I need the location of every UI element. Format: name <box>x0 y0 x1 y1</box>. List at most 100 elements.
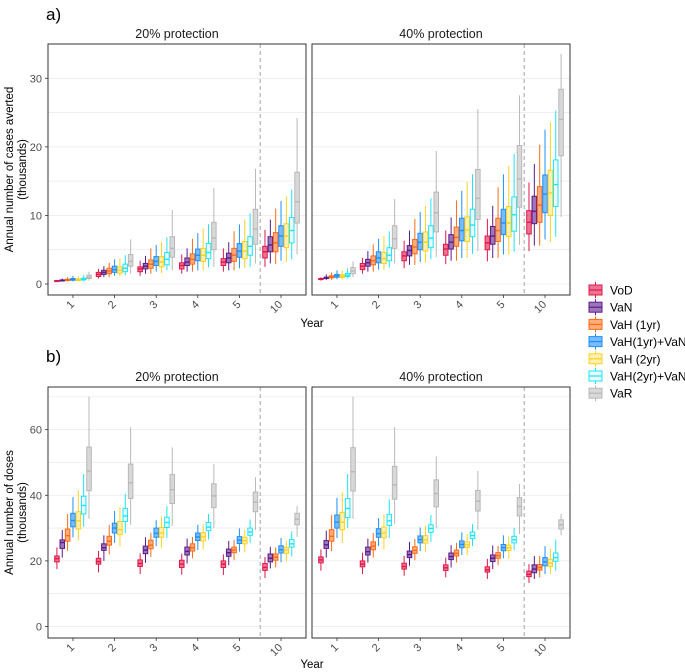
y-tick-label: 0 <box>36 622 42 634</box>
box-vah-2yr--year-4 <box>200 228 206 271</box>
x-axis-title: Year <box>300 659 323 671</box>
legend-item: VaH(2yr)+VaN <box>588 368 685 384</box>
box-vah-2yr--year-1 <box>339 491 346 543</box>
box-vah-2yr--year-5 <box>241 529 248 553</box>
y-tick-label: 20 <box>30 556 42 568</box>
box-background <box>428 225 434 248</box>
x-tick-label: 5 <box>495 299 508 312</box>
box-vah-2yr-van-year-2 <box>122 255 129 276</box>
box-var-year-5 <box>516 484 523 534</box>
y-axis-title-line1: Annual number of doses <box>4 450 16 575</box>
box-vah-1yr--year-4 <box>453 542 460 563</box>
box-vah-2yr--year-10 <box>547 548 554 575</box>
box-vah-1yr--year-5 <box>495 545 501 566</box>
y-axis-title-line2: (thousands) <box>17 139 29 200</box>
box-var-year-3 <box>433 150 440 258</box>
box-van-year-1 <box>323 530 330 558</box>
box-vah-1yr-van-year-1 <box>70 497 76 538</box>
box-iqr <box>391 225 398 249</box>
box-vah-2yr--year-1 <box>339 270 346 280</box>
box-vah-1yr-van-year-2 <box>375 518 382 547</box>
x-tick-label: 10 <box>268 299 285 316</box>
box-vah-2yr--year-5 <box>505 536 512 559</box>
box-vah-2yr-van-year-3 <box>428 198 434 260</box>
box-vah-2yr-van-year-2 <box>122 493 129 534</box>
box-vod-year-3 <box>401 555 407 576</box>
box-vah-1yr--year-2 <box>370 244 377 272</box>
box-var-year-10 <box>294 506 300 537</box>
y-tick-label: 30 <box>30 73 42 85</box>
box-vah-1yr--year-3 <box>148 532 154 557</box>
box-vah-2yr-van-year-4 <box>205 513 212 540</box>
box-vah-2yr-van-year-10 <box>552 110 559 237</box>
box-var-year-1 <box>350 261 356 278</box>
box-vah-2yr-van-year-2 <box>386 231 393 268</box>
box-vah-1yr-van-year-4 <box>459 190 465 258</box>
x-tick-label: 5 <box>231 642 244 655</box>
box-vod-year-4 <box>178 254 185 274</box>
box-vod-year-4 <box>178 553 185 575</box>
box-iqr <box>386 513 393 526</box>
box-vah-1yr--year-1 <box>64 277 71 282</box>
box-vod-year-2 <box>359 552 366 575</box>
box-background <box>206 243 211 259</box>
box-var-year-5 <box>252 477 259 531</box>
box-van-year-5 <box>489 205 496 258</box>
box-vah-1yr-van-year-3 <box>153 244 159 272</box>
box-vah-2yr-van-year-2 <box>386 499 393 538</box>
box-vod-year-10 <box>262 556 268 578</box>
box-var-year-10 <box>294 118 300 255</box>
box-vah-1yr-van-year-10 <box>278 201 284 261</box>
box-vah-2yr--year-4 <box>464 533 470 556</box>
box-var-year-2 <box>127 239 134 274</box>
panel-title: 40% protection <box>399 27 482 41</box>
box-iqr <box>386 247 393 262</box>
box-vah-2yr--year-1 <box>75 490 82 541</box>
box-vah-2yr-van-year-1 <box>344 473 351 529</box>
box-vah-1yr-van-year-10 <box>542 546 548 575</box>
box-van-year-3 <box>142 537 149 563</box>
panel-title: 20% protection <box>135 27 218 41</box>
box-iqr <box>391 465 398 500</box>
box-iqr <box>469 208 476 238</box>
box-var-year-2 <box>391 427 398 524</box>
box-vah-1yr--year-1 <box>328 272 335 280</box>
x-tick-label: 10 <box>532 642 549 659</box>
box-vah-1yr-van-year-2 <box>111 511 118 543</box>
box-iqr <box>516 144 523 208</box>
legend-item: VaH (2yr) <box>588 350 660 367</box>
box-background <box>242 241 248 259</box>
panel-a-right: 40% protection 1 2 3 4 5 10 <box>311 27 571 316</box>
box-vah-1yr-van-year-5 <box>500 535 507 559</box>
legend-item: VaH (1yr) <box>588 316 660 333</box>
box-iqr <box>241 241 248 260</box>
box-vod-year-10 <box>262 229 268 267</box>
x-tick-label: 5 <box>231 299 244 312</box>
y-axis-title: Annual number of doses (thousands) <box>4 450 29 575</box>
box-van-year-2 <box>365 538 371 563</box>
box-vah-2yr-van-year-5 <box>247 213 253 267</box>
panel-border <box>311 43 571 296</box>
legend-item: VoD <box>588 282 633 298</box>
box-var-year-1 <box>86 396 92 519</box>
box-vah-2yr--year-2 <box>381 236 387 271</box>
box-vah-1yr-van-year-4 <box>195 524 201 551</box>
panel-b-left: 20% protection 1 2 3 4 5 10 0 20 40 60 <box>30 370 307 659</box>
box-iqr <box>531 195 538 225</box>
x-tick-label: 2 <box>370 642 383 655</box>
box-vah-1yr--year-10 <box>536 144 543 246</box>
box-van-year-10 <box>267 546 274 569</box>
box-vah-1yr--year-2 <box>106 262 113 278</box>
x-tick-label: 2 <box>106 299 119 312</box>
box-iqr <box>127 254 134 267</box>
box-var-year-4 <box>211 188 217 267</box>
box-iqr <box>500 208 507 236</box>
box-vah-2yr--year-4 <box>464 181 470 258</box>
legend-label: VaR <box>610 387 633 401</box>
x-tick-label: 1 <box>328 299 341 312</box>
x-tick-label: 1 <box>64 642 77 655</box>
box-background <box>117 521 123 535</box>
box-iqr <box>169 236 176 258</box>
box-iqr <box>294 171 300 224</box>
box-vah-1yr-van-year-5 <box>500 174 507 255</box>
